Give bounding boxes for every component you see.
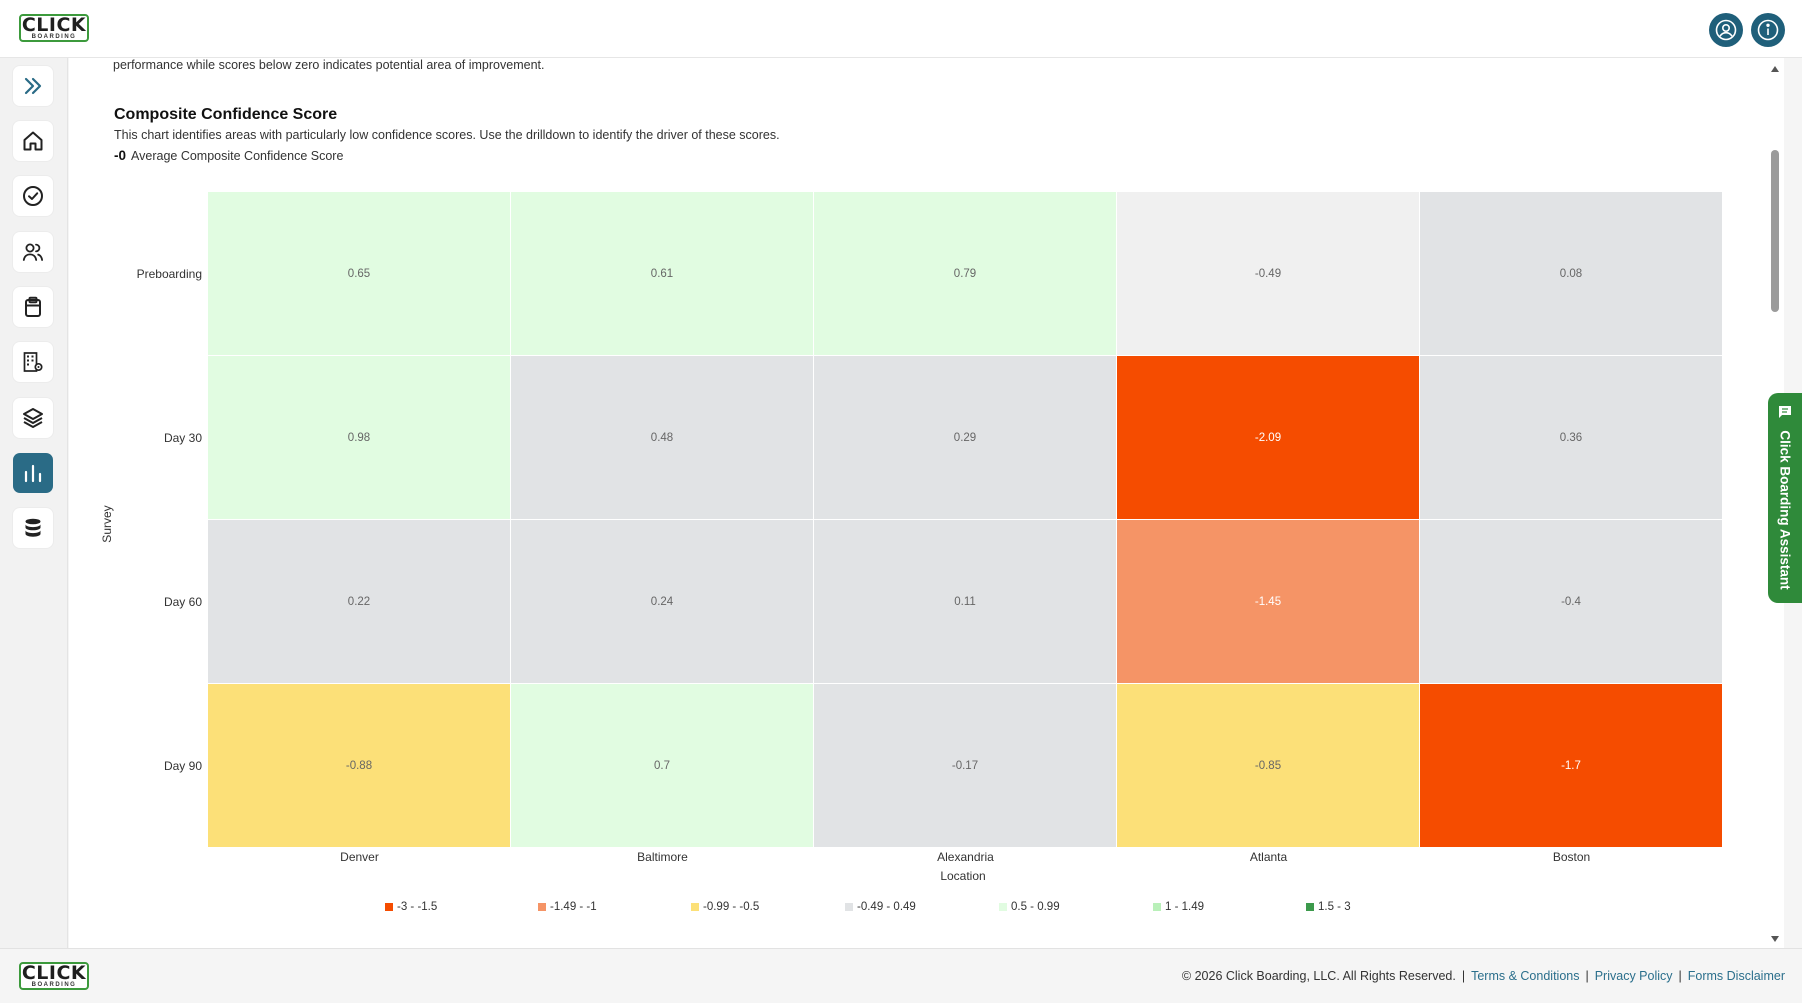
heatmap-cell[interactable]: 0.61 bbox=[511, 192, 813, 355]
legend-swatch bbox=[691, 903, 699, 911]
scroll-down-arrow[interactable] bbox=[1769, 934, 1781, 944]
x-axis-title: Location bbox=[940, 869, 986, 883]
sidebar-item-database[interactable] bbox=[13, 508, 53, 548]
chart-title: Composite Confidence Score bbox=[114, 106, 338, 123]
copyright-text: © 2026 Click Boarding, LLC. All Rights R… bbox=[1181, 969, 1456, 983]
info-icon bbox=[1757, 19, 1779, 41]
scroll-up-arrow[interactable] bbox=[1769, 64, 1781, 74]
y-tick-label: Day 30 bbox=[163, 431, 202, 445]
bar-chart-icon bbox=[24, 464, 42, 483]
heatmap-cell[interactable]: 0.98 bbox=[208, 356, 510, 519]
users-icon bbox=[22, 243, 43, 261]
x-tick-label: Boston bbox=[1552, 850, 1591, 864]
heatmap-cell[interactable]: 0.36 bbox=[1420, 356, 1722, 519]
legend-item[interactable]: 0.5 - 0.99 bbox=[999, 901, 1060, 913]
heatmap-cell[interactable]: 0.22 bbox=[208, 520, 510, 683]
check-circle-icon bbox=[23, 186, 43, 206]
layers-icon bbox=[23, 408, 43, 428]
header-actions bbox=[1709, 13, 1785, 47]
heatmap-cell[interactable]: 0.11 bbox=[814, 520, 1116, 683]
sidebar-item-clipboard[interactable] bbox=[13, 287, 53, 327]
heatmap-cell[interactable]: 0.08 bbox=[1420, 192, 1722, 355]
privacy-link[interactable]: Privacy Policy bbox=[1594, 969, 1673, 983]
legend-item[interactable]: -0.99 - -0.5 bbox=[691, 901, 759, 913]
sidebar-item-home[interactable] bbox=[13, 121, 53, 161]
legend-swatch bbox=[999, 903, 1007, 911]
legend-swatch bbox=[1153, 903, 1161, 911]
sidebar-nav bbox=[0, 58, 68, 948]
heatmap-cell[interactable]: -0.88 bbox=[208, 684, 510, 847]
legend-label: -1.49 - -1 bbox=[550, 901, 597, 913]
account-button[interactable] bbox=[1709, 13, 1743, 47]
sidebar-item-tasks[interactable] bbox=[13, 176, 53, 216]
heatmap-cell[interactable]: -0.4 bbox=[1420, 520, 1722, 683]
legend-item[interactable]: -1.49 - -1 bbox=[538, 901, 597, 913]
heatmap-cell[interactable]: -1.45 bbox=[1117, 520, 1419, 683]
arrow-up-icon bbox=[1771, 66, 1779, 72]
legend-swatch bbox=[1306, 903, 1314, 911]
chart-description: This chart identifies areas with particu… bbox=[114, 128, 780, 142]
legend-label: 0.5 - 0.99 bbox=[1011, 901, 1060, 913]
legend-swatch bbox=[538, 903, 546, 911]
sidebar-expand-button[interactable] bbox=[13, 66, 53, 106]
legend-swatch bbox=[845, 903, 853, 911]
x-tick-label: Denver bbox=[340, 850, 379, 864]
heatmap-cell[interactable]: -0.85 bbox=[1117, 684, 1419, 847]
footer: CLICK BOARDING © 2026 Click Boarding, LL… bbox=[0, 948, 1802, 1003]
y-axis-title: Survey bbox=[100, 505, 114, 543]
sidebar-item-layers[interactable] bbox=[13, 398, 53, 438]
database-icon bbox=[25, 518, 41, 537]
heatmap-cell[interactable]: -2.09 bbox=[1117, 356, 1419, 519]
legend-label: 1.5 - 3 bbox=[1318, 901, 1351, 913]
x-tick-label: Baltimore bbox=[637, 850, 688, 864]
average-score-value: -0 bbox=[114, 148, 127, 163]
heatmap-cell[interactable]: -0.17 bbox=[814, 684, 1116, 847]
home-icon bbox=[23, 131, 43, 151]
arrow-down-icon bbox=[1771, 936, 1779, 942]
heatmap-cell[interactable]: 0.24 bbox=[511, 520, 813, 683]
legend-label: 1 - 1.49 bbox=[1165, 901, 1204, 913]
account-icon bbox=[1715, 19, 1737, 41]
terms-link[interactable]: Terms & Conditions bbox=[1471, 969, 1580, 983]
sidebar-item-people[interactable] bbox=[13, 232, 53, 272]
forms-disclaimer-link[interactable]: Forms Disclaimer bbox=[1687, 969, 1785, 983]
heatmap-cell[interactable]: -1.7 bbox=[1420, 684, 1722, 847]
scroll-thumb[interactable] bbox=[1771, 150, 1779, 312]
heatmap-cell[interactable]: -0.49 bbox=[1117, 192, 1419, 355]
x-tick-label: Atlanta bbox=[1249, 850, 1288, 864]
clipboard-icon bbox=[25, 296, 41, 317]
top-bar: CLICK BOARDING bbox=[0, 0, 1802, 58]
average-score-label: Average Composite Confidence Score bbox=[131, 149, 344, 163]
legend-item[interactable]: -0.49 - 0.49 bbox=[845, 901, 916, 913]
legend-swatch bbox=[385, 903, 393, 911]
sidebar-item-analytics[interactable] bbox=[13, 453, 53, 493]
legend-label: -0.49 - 0.49 bbox=[857, 901, 916, 913]
chat-icon bbox=[1779, 406, 1791, 418]
intro-text: performance while scores below zero indi… bbox=[113, 58, 545, 72]
legend-label: -0.99 - -0.5 bbox=[703, 901, 760, 913]
x-tick-label: Alexandria bbox=[937, 850, 994, 864]
y-tick-label: Day 60 bbox=[163, 595, 202, 609]
footer-logo[interactable]: CLICK BOARDING bbox=[19, 962, 89, 990]
y-tick-label: Preboarding bbox=[136, 267, 202, 281]
average-score: -0 Average Composite Confidence Score bbox=[114, 148, 343, 163]
assistant-label[interactable]: Click Boarding Assistant bbox=[1777, 430, 1793, 590]
chevrons-right-icon bbox=[24, 77, 42, 95]
assistant-tab[interactable] bbox=[1768, 393, 1802, 603]
legend-item[interactable]: 1 - 1.49 bbox=[1153, 901, 1204, 913]
heatmap-cell[interactable]: 0.79 bbox=[814, 192, 1116, 355]
sidebar-item-organization[interactable] bbox=[13, 342, 53, 382]
building-gear-icon bbox=[23, 352, 43, 372]
heatmap-cell[interactable]: 0.48 bbox=[511, 356, 813, 519]
info-button[interactable] bbox=[1751, 13, 1785, 47]
legend-item[interactable]: 1.5 - 3 bbox=[1306, 901, 1351, 913]
click-boarding-logo[interactable]: CLICK BOARDING bbox=[19, 14, 89, 42]
legend-item[interactable]: -3 - -1.5 bbox=[385, 901, 437, 913]
heatmap-cell[interactable]: 0.29 bbox=[814, 356, 1116, 519]
heatmap-cell[interactable]: 0.65 bbox=[208, 192, 510, 355]
legend-label: -3 - -1.5 bbox=[397, 901, 438, 913]
heatmap-cell[interactable]: 0.7 bbox=[511, 684, 813, 847]
y-tick-label: Day 90 bbox=[163, 759, 202, 773]
footer-links: © 2026 Click Boarding, LLC. All Rights R… bbox=[1181, 969, 1785, 983]
